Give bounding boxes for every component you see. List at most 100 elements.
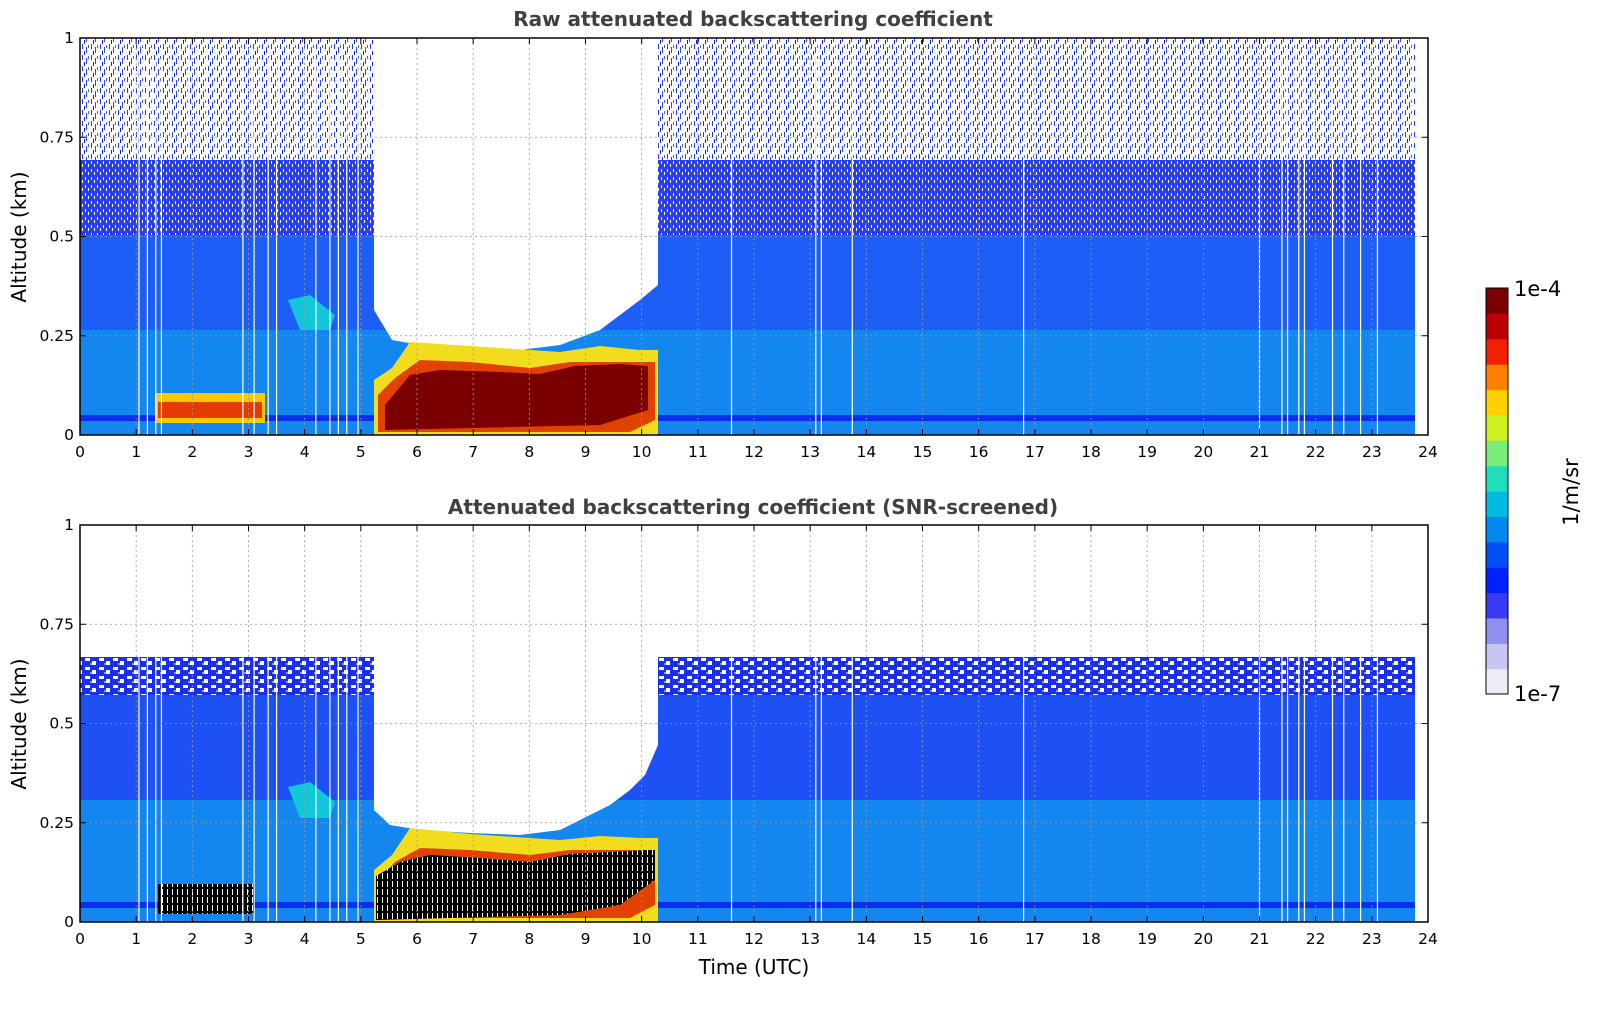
x-tick-label: 6 <box>412 443 422 461</box>
colorbar-swatch <box>1486 668 1508 695</box>
x-tick-label: 12 <box>744 443 764 461</box>
colorbar-swatch <box>1486 491 1508 517</box>
panel-1-noise-mid <box>80 160 1415 240</box>
colorbar-max-label: 1e-4 <box>1514 277 1561 301</box>
colorbar-swatch <box>1486 541 1508 568</box>
x-tick-label: 15 <box>913 443 933 461</box>
panel-2-plume <box>288 782 335 818</box>
panel-1-surface-band <box>80 415 1415 421</box>
x-tick-label: 0 <box>75 443 85 461</box>
panel-1-fog-sat <box>385 364 648 430</box>
x-tick-label: 15 <box>913 930 933 948</box>
y-tick-label: 1 <box>64 29 74 47</box>
x-tick-label: 9 <box>581 443 591 461</box>
x-tick-label: 16 <box>969 930 989 948</box>
colorbar: 1e-4 1e-7 1/m/sr <box>1485 277 1583 706</box>
colorbar-unit-label: 1/m/sr <box>1559 458 1583 526</box>
colorbar-swatch <box>1486 643 1508 670</box>
x-tick-label: 3 <box>244 443 254 461</box>
x-tick-label: 11 <box>688 930 708 948</box>
x-tick-label: 17 <box>1025 443 1045 461</box>
colorbar-swatch <box>1486 313 1508 340</box>
panel-1-aerosol-core <box>158 402 262 418</box>
panel-2-xlabel: Time (UTC) <box>698 955 810 979</box>
x-tick-label: 8 <box>524 930 534 948</box>
x-tick-label: 7 <box>468 930 478 948</box>
x-tick-label: 2 <box>187 443 197 461</box>
colorbar-swatch <box>1486 465 1508 492</box>
x-tick-label: 10 <box>632 930 652 948</box>
panel-1-frame <box>79 37 1429 436</box>
panel-1-ylabel: Altitude (km) <box>7 171 31 302</box>
x-tick-label: 19 <box>1137 930 1157 948</box>
x-tick-label: 9 <box>581 930 591 948</box>
x-tick-label: 17 <box>1025 930 1045 948</box>
y-tick-label: 0 <box>64 913 74 931</box>
y-tick-label: 0.75 <box>39 128 74 146</box>
x-tick-label: 13 <box>800 930 820 948</box>
x-tick-label: 2 <box>187 930 197 948</box>
x-tick-label: 4 <box>300 930 310 948</box>
x-tick-label: 20 <box>1193 443 1213 461</box>
x-tick-label: 24 <box>1418 443 1438 461</box>
y-tick-label: 0.5 <box>49 715 74 733</box>
panel-2-data-gaps <box>138 645 1379 922</box>
colorbar-min-label: 1e-7 <box>1514 682 1561 706</box>
x-tick-label: 8 <box>524 443 534 461</box>
x-tick-label: 13 <box>800 443 820 461</box>
colorbar-swatch <box>1486 440 1508 467</box>
x-tick-label: 18 <box>1081 443 1101 461</box>
y-tick-label: 0.75 <box>39 615 74 633</box>
x-tick-label: 5 <box>356 930 366 948</box>
x-tick-label: 1 <box>131 443 141 461</box>
x-tick-label: 21 <box>1250 930 1270 948</box>
x-tick-label: 16 <box>969 443 989 461</box>
x-tick-label: 11 <box>688 443 708 461</box>
x-tick-label: 23 <box>1362 443 1382 461</box>
colorbar-swatch <box>1486 567 1508 594</box>
x-tick-label: 23 <box>1362 930 1382 948</box>
x-tick-label: 6 <box>412 930 422 948</box>
x-tick-label: 21 <box>1250 443 1270 461</box>
panel-2-axes: 0 1 2 3 4 5 6 7 8 9 10 11 12 13 14 15 16 17 18 19 20 21 22 23 24… <box>39 516 1437 948</box>
y-tick-label: 0.5 <box>49 228 74 246</box>
x-tick-label: 3 <box>244 930 254 948</box>
panel-2-blayer-low <box>80 800 1415 922</box>
colorbar-swatch <box>1486 389 1508 416</box>
colorbar-swatch <box>1486 617 1508 644</box>
panel-2-ylabel: Altitude (km) <box>7 658 31 789</box>
x-tick-label: 20 <box>1193 930 1213 948</box>
y-tick-label: 0 <box>64 426 74 444</box>
colorbar-swatch <box>1486 414 1508 441</box>
colorbar-swatch <box>1486 288 1508 314</box>
x-tick-label: 1 <box>131 930 141 948</box>
panel-2-top-holes <box>80 657 1415 699</box>
panel-1-noise-upper <box>80 38 1415 178</box>
panel-1-fog-gap <box>374 38 658 350</box>
x-tick-label: 0 <box>75 930 85 948</box>
x-tick-label: 22 <box>1306 443 1326 461</box>
colorbar-swatches <box>1486 288 1508 695</box>
x-tick-label: 10 <box>632 443 652 461</box>
panel-2-aerosol-black <box>158 884 254 914</box>
panel-2-frame <box>79 524 1429 923</box>
colorbar-swatch <box>1486 516 1508 543</box>
x-tick-label: 14 <box>856 443 876 461</box>
x-tick-label: 14 <box>856 930 876 948</box>
colorbar-swatch <box>1486 592 1508 619</box>
panel-2-fog-gap <box>374 655 658 835</box>
colorbar-swatch <box>1486 338 1508 365</box>
panel-1-title: Raw attenuated backscattering coefficien… <box>513 7 993 31</box>
colorbar-swatch <box>1486 364 1508 391</box>
x-tick-label: 18 <box>1081 930 1101 948</box>
panel-1-data-gaps <box>138 58 1379 435</box>
panel-2-title: Attenuated backscattering coefficient (S… <box>448 495 1058 519</box>
panel-2-surface-band <box>80 902 1415 908</box>
x-tick-label: 7 <box>468 443 478 461</box>
x-tick-label: 22 <box>1306 930 1326 948</box>
y-tick-label: 1 <box>64 516 74 534</box>
x-tick-label: 4 <box>300 443 310 461</box>
x-tick-label: 24 <box>1418 930 1438 948</box>
y-tick-label: 0.25 <box>39 327 74 345</box>
